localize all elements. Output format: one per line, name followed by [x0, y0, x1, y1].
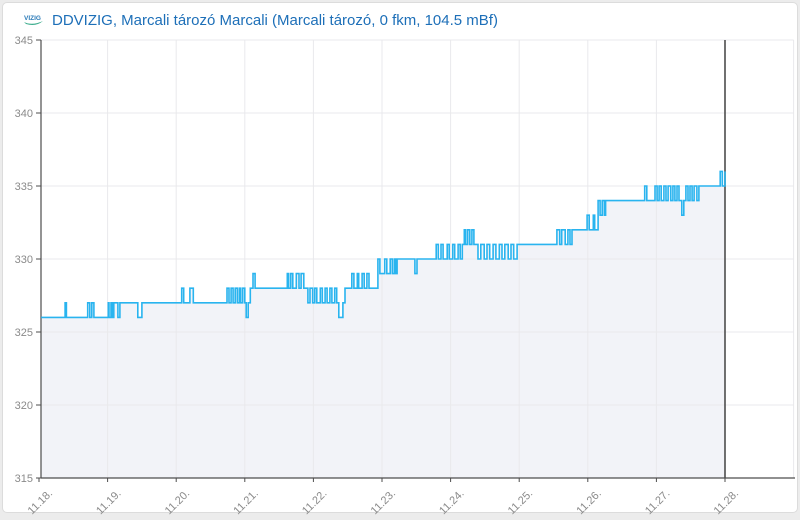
x-tick-label: 11.22.	[300, 488, 330, 518]
y-tick-label: 320	[15, 400, 33, 412]
x-tick-label: 11.24.	[437, 488, 467, 518]
x-tick-label: 11.26.	[574, 488, 604, 518]
x-tick-label: 11.19.	[94, 488, 124, 518]
station-title-link[interactable]: DDVIZIG, Marcali tározó Marcali (Marcali…	[52, 11, 498, 29]
series-line	[41, 170, 726, 319]
x-tick-label: 11.27.	[643, 488, 673, 518]
vizig-logo-icon: VIZIG	[24, 15, 43, 25]
x-tick-label: 11.21.	[231, 488, 261, 518]
x-tick-label: 11.25.	[506, 488, 536, 518]
y-tick-label: 315	[15, 473, 33, 485]
series-area	[41, 171, 726, 478]
logo-wave	[24, 20, 43, 25]
x-tick-label: 11.20.	[163, 488, 193, 518]
x-tick-label: 11.28.	[712, 488, 742, 518]
y-tick-label: 345	[15, 35, 33, 47]
chart-header: VIZIG DDVIZIG, Marcali tározó Marcali (M…	[22, 8, 498, 32]
y-tick-label: 330	[15, 254, 33, 266]
logo-text: VIZIG	[24, 15, 41, 22]
y-tick-label: 335	[15, 181, 33, 193]
y-tick-label: 340	[15, 108, 33, 120]
y-tick-label: 325	[15, 327, 33, 339]
x-tick-label: 11.23.	[369, 488, 399, 518]
x-tick-label: 11.18.	[26, 488, 56, 518]
